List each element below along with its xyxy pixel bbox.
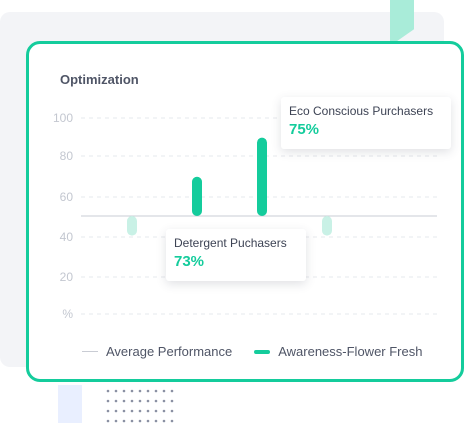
tooltip-value: 73% [174, 253, 205, 270]
chart-card: Optimization 100 80 60 40 20% Eco Conscious … [26, 41, 464, 382]
decorative-dot [114, 409, 118, 413]
legend-label: Awareness-Flower Fresh [278, 344, 423, 359]
chart-plot: 100 80 60 40 20% [53, 111, 437, 321]
decorative-dot [138, 389, 142, 393]
chart-bar [322, 216, 332, 236]
decorative-dot [170, 389, 174, 393]
decorative-dot [130, 419, 134, 423]
decorative-dot [154, 409, 158, 413]
decorative-dot [106, 389, 110, 393]
tooltip-label: Eco Conscious Purchasers [289, 104, 434, 118]
y-tick-label: 80 [60, 149, 74, 163]
decorative-dot [106, 409, 110, 413]
decorative-dot [138, 419, 142, 423]
decorative-dot [106, 419, 110, 423]
decorative-dot [146, 419, 150, 423]
decorative-dot [162, 419, 166, 423]
legend-label: Average Performance [106, 344, 233, 359]
chart-title: Optimization [60, 72, 139, 87]
decorative-dot [114, 399, 118, 403]
y-tick-label: 100 [53, 111, 73, 125]
decorative-dot [114, 419, 118, 423]
chart-bar [127, 216, 137, 236]
decorative-dot [122, 419, 126, 423]
decorative-dot [146, 389, 150, 393]
decorative-dot [130, 399, 134, 403]
decorative-shape [58, 385, 82, 423]
decorative-dot [122, 399, 126, 403]
decorative-dot [162, 409, 166, 413]
tooltip-label: Detergent Puchasers [174, 236, 287, 250]
y-tick-label: 60 [60, 190, 74, 204]
decorative-dot [154, 389, 158, 393]
decorative-dot [114, 389, 118, 393]
decorative-dot [162, 389, 166, 393]
decorative-dot [170, 419, 174, 423]
chart-legend: Average Performance Awareness-Flower Fre… [82, 344, 444, 359]
decorative-dot [122, 409, 126, 413]
tooltip-eco-conscious: Eco Conscious Purchasers 75% [281, 97, 451, 149]
tooltip-detergent: Detergent Puchasers 73% [166, 229, 306, 281]
legend-item-average[interactable]: Average Performance [82, 344, 232, 359]
y-tick-label: 40 [60, 230, 74, 244]
chart-bar [257, 137, 267, 216]
decorative-dot [122, 389, 126, 393]
decorative-dot [138, 399, 142, 403]
legend-bar-swatch [254, 349, 271, 354]
y-tick-label: 20 [60, 270, 74, 284]
legend-item-awareness[interactable]: Awareness-Flower Fresh [254, 344, 422, 359]
decorative-dot [106, 399, 110, 403]
decorative-dot-grid [106, 389, 174, 423]
decorative-dot [170, 409, 174, 413]
tooltip-value: 75% [289, 121, 320, 138]
decorative-dot [146, 409, 150, 413]
decorative-dot [138, 409, 142, 413]
decorative-dot [154, 419, 158, 423]
decorative-dot [130, 389, 134, 393]
decorative-dot [146, 399, 150, 403]
decorative-dot [130, 409, 134, 413]
y-tick-label: % [62, 307, 73, 321]
decorative-dot [154, 399, 158, 403]
legend-line-swatch [82, 351, 98, 352]
decorative-dot [170, 399, 174, 403]
decorative-dot [162, 399, 166, 403]
chart-bar [192, 176, 202, 216]
